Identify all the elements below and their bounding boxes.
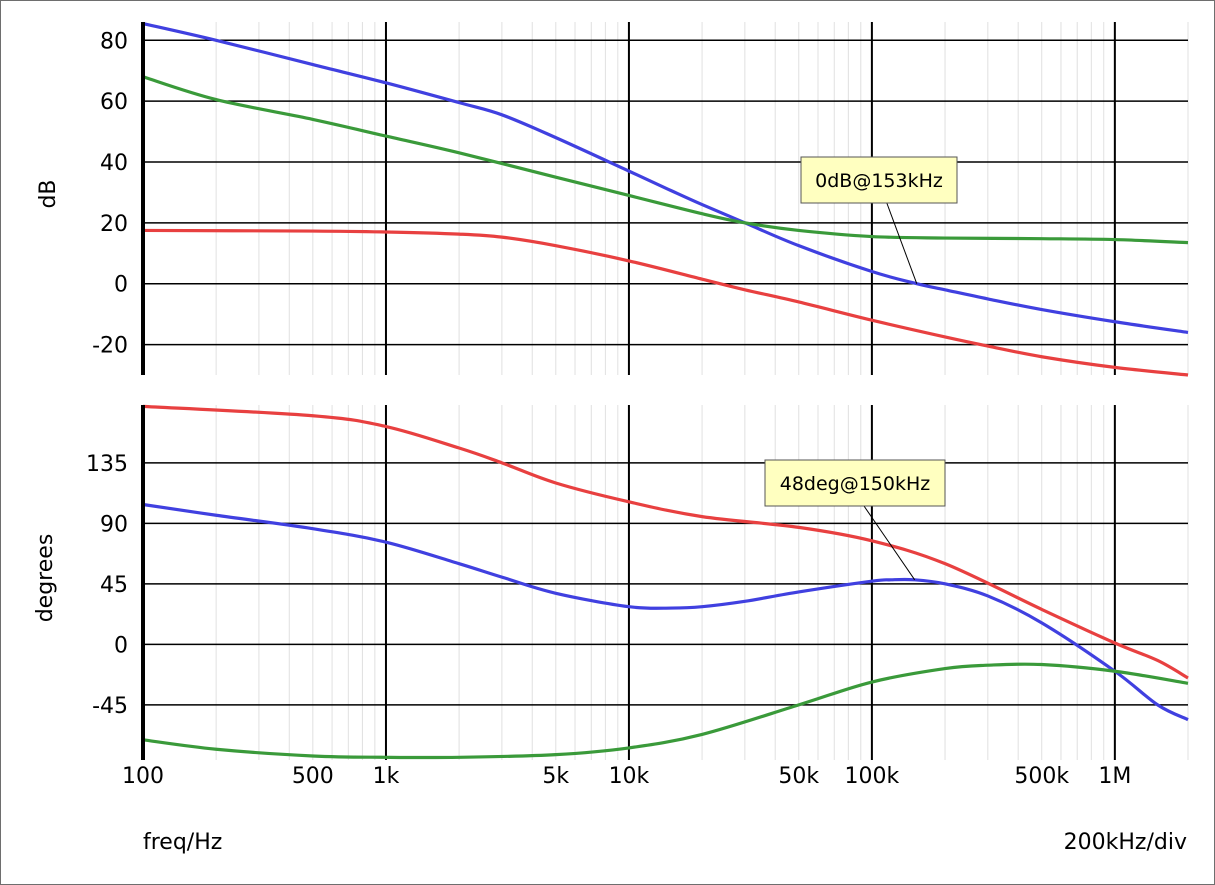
xlabel: freq/Hz <box>143 830 222 855</box>
major-gridlines <box>143 22 1188 760</box>
series-line-blue-phase <box>142 502 1189 722</box>
y-tick-label: -45 <box>92 694 128 719</box>
y-tick-label: 80 <box>100 29 128 54</box>
x-tick-label: 500 <box>292 764 334 789</box>
ylabel-magnitude: dB <box>36 179 61 208</box>
x-tick-label: 500k <box>1014 764 1069 789</box>
annotation-text: 0dB@153kHz <box>815 170 943 192</box>
y-tick-label: 135 <box>86 452 128 477</box>
series-line-red-phase <box>142 404 1189 680</box>
minor-gridlines <box>215 22 1189 760</box>
series-line-blue-magnitude <box>142 21 1189 334</box>
y-tick-label: 40 <box>100 151 128 176</box>
series-line-red-magnitude <box>142 228 1189 377</box>
annotation-box <box>800 156 958 204</box>
series-line-green-phase <box>142 662 1189 760</box>
annotations: 0dB@153kHz 48deg@150kHz <box>764 156 958 581</box>
labels: dB degrees freq/Hz 200kHz/div <box>33 179 1187 855</box>
annotation-leader <box>863 505 916 581</box>
y-tick-label: 90 <box>100 512 128 537</box>
tick-labels: -20 0 20 40 60 80 -45 0 45 90 135 100 500 1k 5k 10k 50k 1… <box>86 29 1131 789</box>
ylabel-phase: degrees <box>33 534 58 623</box>
annotation-text: 48deg@150kHz <box>780 473 931 495</box>
scale-note: 200kHz/div <box>1064 830 1187 855</box>
x-tick-label: 50k <box>778 764 819 789</box>
x-tick-label: 1k <box>373 764 400 789</box>
y-tick-label: 0 <box>114 273 128 298</box>
y-tick-label: -20 <box>92 334 128 359</box>
annotation-box <box>764 459 946 507</box>
y-tick-label: 20 <box>100 212 128 237</box>
y-tick-label: 45 <box>100 573 128 598</box>
x-tick-label: 100 <box>122 764 164 789</box>
x-tick-label: 100k <box>845 764 900 789</box>
y-tick-label: 0 <box>114 633 128 658</box>
series-line-green-magnitude <box>142 75 1189 245</box>
annotation-leader <box>886 202 918 284</box>
y-tick-label: 60 <box>100 90 128 115</box>
x-tick-label: 5k <box>542 764 569 789</box>
x-tick-label: 10k <box>609 764 650 789</box>
x-tick-label: 1M <box>1098 764 1131 789</box>
curves <box>142 21 1189 760</box>
